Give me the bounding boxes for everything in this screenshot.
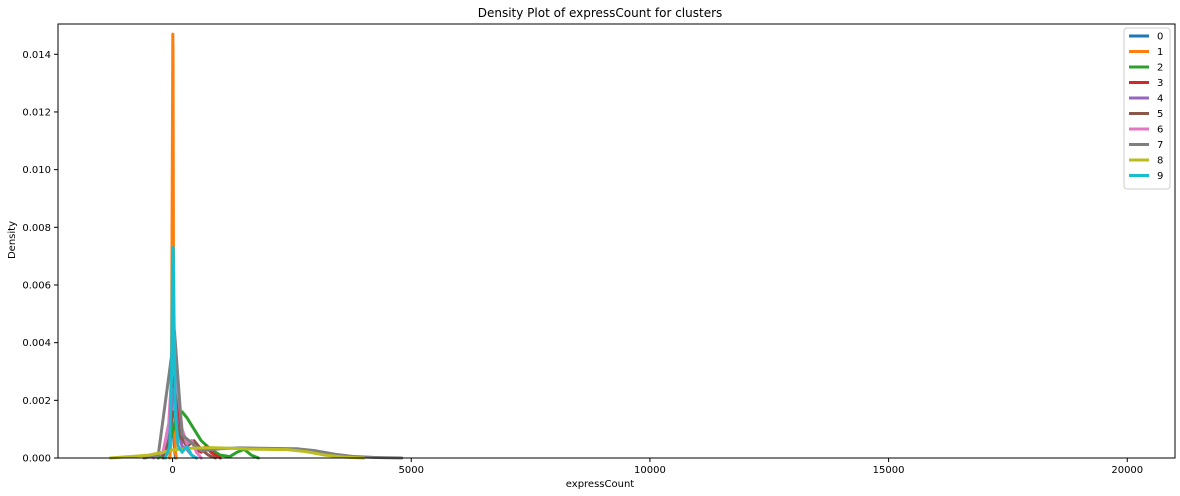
legend: 0 1 2 3 4 5 6 7 8 9 <box>1123 27 1171 190</box>
series-line-8 <box>109 446 365 460</box>
legend-label-5: 5 <box>1157 109 1163 120</box>
legend-label-4: 4 <box>1157 94 1163 105</box>
y-tick-label: 0.008 <box>22 223 51 234</box>
legend-label-0: 0 <box>1157 32 1163 43</box>
series-line-2 <box>156 410 260 460</box>
y-tick-label: 0.002 <box>22 396 51 407</box>
x-axis-label: expressCount <box>566 479 634 490</box>
plot-area: 0 5000 10000 15000 20000 0.000 0.002 0.004 0.006… <box>22 23 1176 476</box>
legend-label-7: 7 <box>1157 140 1163 151</box>
series-layer <box>109 32 404 460</box>
legend-label-9: 9 <box>1157 171 1163 182</box>
legend-label-6: 6 <box>1157 125 1163 136</box>
y-tick-label: 0.006 <box>22 280 51 291</box>
legend-label-8: 8 <box>1157 156 1163 167</box>
plot-frame <box>57 23 1176 459</box>
y-tick-label: 0.012 <box>22 107 51 118</box>
x-tick-label: 0 <box>169 465 175 476</box>
y-tick-label: 0.010 <box>22 165 51 176</box>
x-tick-label: 20000 <box>1111 465 1143 476</box>
x-tick-label: 15000 <box>873 465 905 476</box>
x-tick-label: 10000 <box>634 465 666 476</box>
axes-layer: 0 5000 10000 15000 20000 0.000 0.002 0.004 0.006… <box>22 23 1176 476</box>
legend-label-2: 2 <box>1157 63 1163 74</box>
legend-label-1: 1 <box>1157 47 1163 58</box>
chart-title: Density Plot of expressCount for cluster… <box>478 6 723 20</box>
x-tick-label: 5000 <box>399 465 424 476</box>
series-line-9 <box>163 245 198 460</box>
y-tick-label: 0.014 <box>22 50 51 61</box>
legend-label-3: 3 <box>1157 78 1163 89</box>
y-tick-label: 0.000 <box>22 454 51 465</box>
y-tick-label: 0.004 <box>22 338 51 349</box>
y-axis-label: Density <box>7 221 18 259</box>
